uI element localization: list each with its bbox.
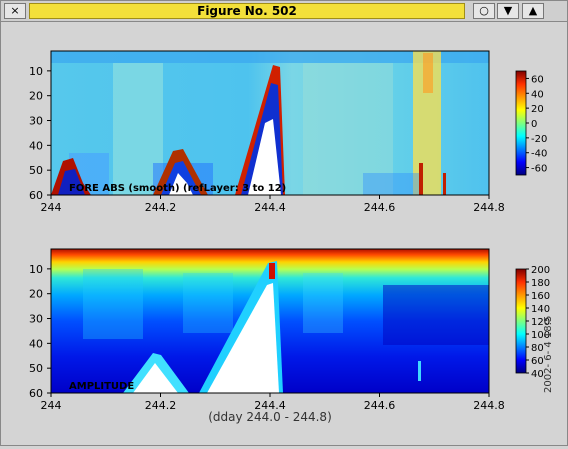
fore-abs-y-tick-label: 10	[29, 65, 43, 78]
circle-icon: ○	[479, 4, 489, 17]
figure-svg: FORE ABS (smooth) (refLayer: 3 to 12) 10…	[29, 50, 554, 424]
close-icon: ×	[10, 4, 20, 17]
amplitude-y-tick-label: 30	[29, 313, 43, 326]
amplitude-y-tick-label: 50	[29, 362, 43, 375]
amplitude-y-tick-label: 60	[29, 387, 43, 400]
fore-abs-x-axis: 244 244.2 244.4 244.6 244.8	[41, 195, 505, 214]
iconify-button[interactable]: ○	[473, 3, 495, 19]
amplitude-x-tick-label: 244.2	[145, 399, 177, 412]
amplitude-y-tick-label: 10	[29, 263, 43, 276]
amplitude-x-axis: 244 244.2 244.4 244.6 244.8	[41, 393, 505, 412]
amplitude-label: AMPLITUDE	[69, 381, 134, 392]
fore-abs-colorbar-tick-label: -20	[531, 134, 547, 145]
fore-abs-colorbar-tick-label: 0	[531, 119, 537, 130]
fore-abs-y-tick-label: 40	[29, 139, 43, 152]
amplitude-y-tick-label: 20	[29, 288, 43, 301]
amplitude-colorbar	[515, 268, 527, 374]
amplitude-colorbar-tick-label: 60	[531, 356, 544, 367]
fore-abs-x-tick-label: 244.6	[364, 201, 396, 214]
fore-abs-x-tick-label: 244.4	[254, 201, 286, 214]
fore-abs-colorbar-tick-label: 40	[531, 89, 544, 100]
fore-abs-y-tick-label: 30	[29, 115, 43, 128]
amplitude-x-tick-label: 244	[41, 399, 62, 412]
raise-button[interactable]: ▲	[522, 3, 544, 19]
fore-abs-y-tick-label: 20	[29, 90, 43, 103]
x-axis-label: (dday 244.0 - 244.8)	[208, 410, 332, 424]
close-button[interactable]: ×	[4, 3, 26, 19]
window-title: Figure No. 502	[29, 3, 465, 19]
fore-abs-x-tick-label: 244.2	[145, 201, 177, 214]
fore-abs-y-tick-label: 60	[29, 189, 43, 202]
amplitude-colorbar-tick-label: 200	[531, 265, 550, 276]
fore-abs-y-axis: 10 20 30 40 50 60	[29, 65, 51, 202]
fore-abs-x-tick-label: 244.8	[473, 201, 505, 214]
amplitude-y-tick-label: 40	[29, 337, 43, 350]
amplitude-colorbar-tick-label: 180	[531, 278, 550, 289]
amplitude-heatmap	[51, 249, 489, 393]
figure-canvas: FORE ABS (smooth) (refLayer: 3 to 12) 10…	[3, 23, 566, 445]
fore-abs-heatmap	[51, 51, 489, 195]
fore-abs-colorbar-tick-label: -60	[531, 164, 547, 175]
fore-abs-colorbar	[515, 70, 527, 176]
amplitude-x-tick-label: 244.8	[473, 399, 505, 412]
chevron-up-icon: ▲	[528, 4, 538, 17]
amplitude-colorbar-tick-label: 120	[531, 317, 550, 328]
fore-abs-y-tick-label: 50	[29, 164, 43, 177]
fore-abs-x-tick-label: 244	[41, 201, 62, 214]
amplitude-colorbar-tick-label: 160	[531, 291, 550, 302]
lower-button[interactable]: ▼	[497, 3, 519, 19]
fore-abs-colorbar-tick-label: 20	[531, 104, 544, 115]
fore-abs-colorbar-tick-label: 60	[531, 74, 544, 85]
fore-abs-label: FORE ABS (smooth) (refLayer: 3 to 12)	[69, 183, 286, 194]
amplitude-colorbar-ticks: 200 180 160 140 120 100 80 60 40	[526, 265, 550, 380]
amplitude-y-axis: 10 20 30 40 50 60	[29, 263, 51, 400]
amplitude-colorbar-tick-label: 140	[531, 304, 550, 315]
amplitude-colorbar-tick-label: 40	[531, 369, 544, 380]
timestamp-label: 2002- 6- 4 18:5	[543, 316, 554, 393]
fore-abs-colorbar-tick-label: -40	[531, 149, 547, 160]
amplitude-x-tick-label: 244.4	[254, 399, 286, 412]
fore-abs-panel: FORE ABS (smooth) (refLayer: 3 to 12) 10…	[29, 50, 547, 214]
amplitude-colorbar-tick-label: 80	[531, 343, 544, 354]
amplitude-x-tick-label: 244.6	[364, 399, 396, 412]
amplitude-colorbar-tick-label: 100	[531, 330, 550, 341]
title-bar[interactable]: × Figure No. 502 ○ ▼ ▲	[1, 1, 567, 22]
amplitude-panel: AMPLITUDE 10 20 30 40 50 60 244 244.2 244.4 244.…	[29, 248, 554, 424]
fore-abs-colorbar-ticks: 60 40 20 0 -20 -40 -60	[526, 74, 547, 175]
chevron-down-icon: ▼	[503, 4, 513, 17]
